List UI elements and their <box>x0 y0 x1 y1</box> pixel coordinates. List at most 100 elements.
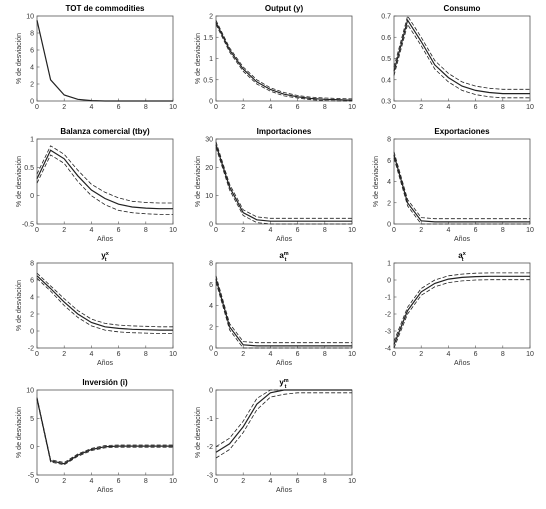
subplot-title: yx t <box>101 251 109 263</box>
subplot-title: Output (y) <box>265 4 304 13</box>
x-tick-label: 10 <box>348 351 356 358</box>
y-tick-label: 2 <box>30 82 34 89</box>
y-tick-label: 2 <box>30 312 34 319</box>
x-tick-label: 4 <box>268 351 272 358</box>
x-tick-label: 8 <box>144 227 148 234</box>
y-axis-label: % de desviación <box>195 33 202 84</box>
series-line-upper <box>215 20 353 100</box>
y-tick-label: 1 <box>387 261 391 268</box>
subplot-p4: Balanza comercial (tby)0 2 4 6 8 10-0.500.51A… <box>16 127 177 243</box>
series-line-lower <box>393 23 530 99</box>
title-superscript: m <box>284 378 289 384</box>
y-tick-label: 0.5 <box>24 165 34 172</box>
y-tick-label: 8 <box>30 31 34 38</box>
x-tick-label: 4 <box>268 104 272 111</box>
y-axis-label: % de desviación <box>195 407 202 458</box>
y-axis-label: % de desviación <box>16 280 23 331</box>
y-axis-label: % de desviación <box>195 156 202 207</box>
subplot-title: ax t <box>458 251 466 263</box>
series-line-lower <box>36 399 173 466</box>
title-text: y <box>279 378 284 387</box>
y-tick-label: 30 <box>205 137 213 144</box>
y-tick-label: 20 <box>205 165 213 172</box>
y-tick-label: -5 <box>28 473 34 480</box>
y-tick-label: 1 <box>209 56 213 63</box>
y-tick-label: 0.4 <box>381 77 391 84</box>
x-tick-label: 6 <box>296 227 300 234</box>
x-tick-label: 10 <box>169 478 177 485</box>
x-tick-label: 8 <box>144 478 148 485</box>
series-line-upper <box>393 15 530 90</box>
y-tick-label: 6 <box>30 48 34 55</box>
x-tick-label: 2 <box>241 351 245 358</box>
x-tick-label: 8 <box>501 227 505 234</box>
series-line-median <box>215 278 352 347</box>
y-tick-label: -3 <box>207 473 213 480</box>
title-text: Balanza comercial (tby) <box>60 127 150 136</box>
x-tick-label: 0 <box>392 351 396 358</box>
y-tick-label: 0 <box>209 346 213 353</box>
axes-frame <box>215 138 353 225</box>
x-tick-label: 4 <box>446 227 450 234</box>
subplot-p9: ax t 0 2 4 6 8 10 -4 -3 -2 -1 0 1 Años <box>385 251 534 367</box>
x-tick-label: 4 <box>446 104 450 111</box>
subplot-title: Inversión (i) <box>82 378 128 387</box>
x-tick-label: 2 <box>62 351 66 358</box>
y-tick-label: 10 <box>205 193 213 200</box>
axes-frame <box>36 138 174 225</box>
x-tick-label: 2 <box>241 227 245 234</box>
x-tick-label: 8 <box>323 478 327 485</box>
y-tick-label: 1 <box>30 137 34 144</box>
x-tick-label: 6 <box>117 351 121 358</box>
x-axis-label: Años <box>276 360 292 367</box>
y-tick-label: 0 <box>209 99 213 106</box>
y-tick-label: 6 <box>209 282 213 289</box>
x-tick-label: 0 <box>35 227 39 234</box>
y-tick-label: 8 <box>209 261 213 268</box>
y-tick-label: 10 <box>26 14 34 21</box>
series-line-upper <box>36 145 173 204</box>
x-tick-label: 10 <box>526 104 534 111</box>
x-tick-label: 10 <box>169 351 177 358</box>
x-tick-label: 0 <box>214 351 218 358</box>
y-tick-label: 1.5 <box>203 35 213 42</box>
subplot-title: ym t <box>279 378 288 390</box>
y-axis-label: % de desviación <box>16 407 23 458</box>
series-line-upper <box>215 389 352 448</box>
x-tick-label: 4 <box>89 478 93 485</box>
x-tick-label: 2 <box>241 104 245 111</box>
y-tick-label: -1 <box>385 295 391 302</box>
title-text: Consumo <box>444 4 481 13</box>
series-line-median <box>215 22 353 101</box>
y-tick-label: -1 <box>207 416 213 423</box>
x-axis-label: Años <box>97 236 113 243</box>
x-tick-label: 10 <box>526 227 534 234</box>
title-subscript: t <box>285 257 287 263</box>
y-tick-label: 0.6 <box>381 35 391 42</box>
x-tick-label: 10 <box>348 227 356 234</box>
y-tick-label: 0 <box>209 222 213 229</box>
y-tick-label: 0 <box>30 444 34 451</box>
x-axis-label: Años <box>97 487 113 494</box>
series-line-median <box>393 18 530 95</box>
x-tick-label: 2 <box>241 478 245 485</box>
x-axis-label: Años <box>276 487 292 494</box>
x-tick-label: 2 <box>419 351 423 358</box>
subplot-title: Exportaciones <box>434 127 490 136</box>
y-axis-label: % de desviación <box>16 156 23 207</box>
x-tick-label: 6 <box>117 227 121 234</box>
axes-frame <box>36 389 174 476</box>
subplot-title: Importaciones <box>257 127 312 136</box>
x-tick-label: 6 <box>296 104 300 111</box>
axes-frame <box>36 262 174 349</box>
y-tick-label: 2 <box>209 14 213 21</box>
y-tick-label: 4 <box>30 295 34 302</box>
x-tick-label: 4 <box>89 227 93 234</box>
series-line-median <box>215 389 352 453</box>
y-tick-label: -2 <box>207 444 213 451</box>
x-tick-label: 8 <box>501 351 505 358</box>
y-tick-label: 0 <box>30 99 34 106</box>
x-tick-label: 6 <box>474 104 478 111</box>
y-tick-label: 2 <box>387 200 391 207</box>
subplot-p5: Importaciones 0 2 4 6 8 10 0 10 20 30 Años % de desv… <box>195 127 356 243</box>
